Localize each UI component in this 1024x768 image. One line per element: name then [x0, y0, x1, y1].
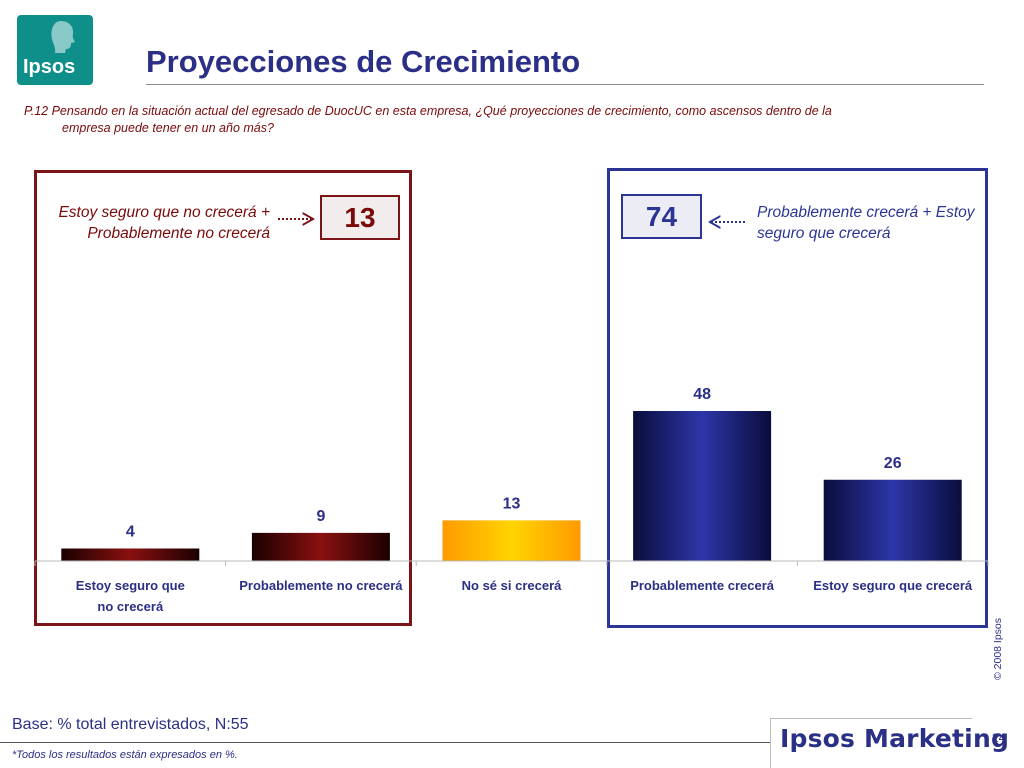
- bar-5: [823, 479, 962, 561]
- page-title: Proyecciones de Crecimiento: [146, 44, 581, 79]
- footnote: *Todos los resultados están expresados e…: [12, 749, 238, 761]
- category-label-3: No sé si crecerá: [462, 578, 563, 593]
- positive-summary-label: Probablemente crecerá + Estoy seguro que…: [757, 204, 975, 242]
- copyright-notice: © 2008 Ipsos: [985, 618, 1009, 704]
- question-line-2: empresa puede tener en un año más?: [62, 121, 274, 135]
- category-label-1: Estoy seguro que no crecerá: [76, 578, 185, 614]
- page-number: 24: [992, 731, 1006, 745]
- category-label-4: Probablemente crecerá: [630, 578, 775, 593]
- value-label-5: 26: [884, 455, 902, 472]
- bar-2: [251, 532, 390, 561]
- question-text: P.12 Pensando en la situación actual del…: [24, 103, 983, 137]
- bar-3: [442, 520, 581, 561]
- positive-summary-value: 74: [621, 194, 702, 239]
- bar-1: [61, 548, 200, 561]
- footer-divider: [0, 742, 770, 743]
- value-label-1: 4: [126, 524, 135, 541]
- brand-frame-horizontal: [770, 718, 972, 719]
- bars-group: [61, 411, 962, 561]
- x-axis-ticks: [34, 561, 989, 566]
- brand-logo: Ipsos Marketing: [780, 724, 1010, 753]
- value-labels: 4 9 13 48 26: [126, 386, 902, 541]
- value-label-4: 48: [693, 386, 711, 403]
- copyright-text: © 2008 Ipsos: [992, 617, 1004, 680]
- base-note: Base: % total entrevistados, N:55: [12, 716, 249, 733]
- head-silhouette-icon: [51, 21, 75, 53]
- question-line-1: P.12 Pensando en la situación actual del…: [24, 104, 832, 118]
- value-label-3: 13: [503, 495, 521, 512]
- negative-group-box: [34, 170, 412, 626]
- category-labels: Estoy seguro que no crecerá Probablemente …: [76, 578, 973, 614]
- bar-4: [633, 411, 772, 561]
- logo-text: Ipsos: [23, 56, 76, 78]
- negative-summary-label: Estoy seguro que no crecerá + Probableme…: [58, 204, 270, 242]
- category-label-2: Probablemente no crecerá: [239, 578, 403, 593]
- category-label-5: Estoy seguro que crecerá: [813, 578, 973, 593]
- brand-frame-vertical: [770, 718, 771, 768]
- positive-group-box: [607, 168, 988, 628]
- title-divider: [146, 84, 984, 85]
- ipsos-logo: Ipsos: [17, 15, 93, 85]
- value-label-2: 9: [316, 508, 325, 525]
- negative-summary-value: 13: [320, 195, 400, 240]
